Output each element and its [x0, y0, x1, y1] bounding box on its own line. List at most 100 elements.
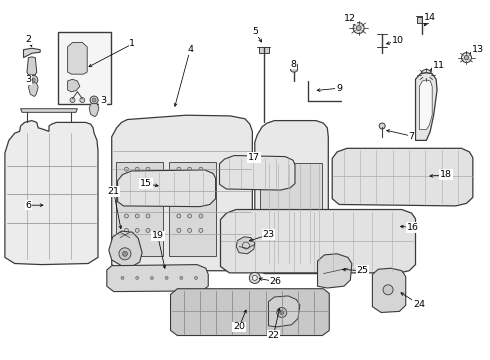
Polygon shape — [419, 80, 432, 130]
Circle shape — [188, 181, 192, 186]
Circle shape — [92, 98, 96, 102]
Circle shape — [136, 276, 139, 279]
Polygon shape — [5, 121, 98, 265]
Circle shape — [177, 167, 181, 171]
Circle shape — [465, 55, 468, 60]
Text: 11: 11 — [433, 61, 444, 70]
Circle shape — [188, 214, 192, 218]
Polygon shape — [236, 237, 255, 254]
Polygon shape — [109, 231, 142, 266]
Circle shape — [146, 199, 150, 204]
Text: 15: 15 — [140, 179, 152, 188]
Circle shape — [252, 275, 257, 280]
Circle shape — [70, 98, 75, 103]
Polygon shape — [255, 121, 328, 274]
Polygon shape — [416, 73, 437, 140]
Circle shape — [188, 167, 192, 171]
Text: 20: 20 — [233, 323, 245, 331]
Polygon shape — [21, 109, 77, 112]
Bar — [260, 163, 322, 264]
Text: 10: 10 — [392, 36, 404, 45]
Circle shape — [199, 181, 203, 186]
Bar — [116, 162, 163, 256]
Text: 8: 8 — [290, 60, 296, 69]
Circle shape — [356, 26, 361, 31]
Circle shape — [165, 276, 168, 279]
Polygon shape — [291, 63, 297, 72]
Polygon shape — [27, 57, 37, 75]
Circle shape — [177, 181, 181, 186]
Circle shape — [421, 69, 432, 80]
Circle shape — [177, 214, 181, 218]
Polygon shape — [24, 48, 40, 58]
Circle shape — [249, 273, 260, 283]
Text: 18: 18 — [440, 170, 452, 179]
Text: 21: 21 — [108, 187, 120, 196]
Circle shape — [199, 214, 203, 218]
Text: 19: 19 — [152, 231, 164, 240]
Circle shape — [199, 228, 203, 233]
Circle shape — [180, 276, 183, 279]
Circle shape — [146, 167, 150, 171]
Circle shape — [135, 167, 139, 171]
Circle shape — [353, 23, 364, 33]
Circle shape — [177, 199, 181, 204]
Circle shape — [188, 228, 192, 233]
Circle shape — [195, 276, 197, 279]
Circle shape — [124, 167, 128, 171]
Circle shape — [80, 98, 85, 103]
Circle shape — [280, 310, 284, 315]
Circle shape — [177, 228, 181, 233]
Circle shape — [135, 181, 139, 186]
Circle shape — [462, 53, 471, 63]
Polygon shape — [107, 265, 208, 292]
Bar — [259, 47, 269, 53]
Polygon shape — [68, 79, 80, 92]
Polygon shape — [118, 170, 216, 207]
Circle shape — [277, 307, 287, 318]
Text: 7: 7 — [409, 132, 415, 140]
Circle shape — [199, 167, 203, 171]
Text: 17: 17 — [248, 153, 260, 162]
Polygon shape — [28, 83, 38, 96]
Polygon shape — [220, 210, 416, 273]
Polygon shape — [171, 289, 329, 336]
Circle shape — [121, 276, 124, 279]
Text: 3: 3 — [100, 96, 106, 105]
Circle shape — [124, 181, 128, 186]
Circle shape — [424, 72, 429, 77]
Polygon shape — [220, 156, 295, 190]
Text: 4: 4 — [187, 45, 193, 54]
Circle shape — [124, 228, 128, 233]
Text: 26: 26 — [270, 277, 281, 286]
Circle shape — [135, 214, 139, 218]
Circle shape — [124, 199, 128, 204]
Text: 16: 16 — [407, 223, 418, 232]
Circle shape — [188, 199, 192, 204]
Text: 1: 1 — [129, 40, 135, 49]
Polygon shape — [112, 115, 252, 271]
Text: 13: 13 — [472, 45, 484, 54]
Polygon shape — [372, 268, 406, 312]
Polygon shape — [68, 42, 87, 74]
Text: 2: 2 — [25, 35, 31, 44]
Circle shape — [29, 76, 38, 85]
Circle shape — [150, 276, 153, 279]
Text: 22: 22 — [268, 331, 279, 340]
Text: 5: 5 — [252, 27, 258, 36]
Circle shape — [119, 248, 131, 260]
Circle shape — [199, 199, 203, 204]
Circle shape — [135, 228, 139, 233]
Circle shape — [135, 199, 139, 204]
Polygon shape — [89, 104, 99, 117]
Polygon shape — [269, 296, 300, 327]
Bar — [58, 32, 111, 104]
Circle shape — [146, 181, 150, 186]
Text: 3: 3 — [25, 76, 31, 85]
Circle shape — [31, 78, 35, 82]
Circle shape — [90, 96, 98, 104]
Text: 9: 9 — [336, 84, 342, 93]
Circle shape — [146, 214, 150, 218]
Bar — [416, 17, 428, 23]
Text: 12: 12 — [344, 14, 356, 23]
